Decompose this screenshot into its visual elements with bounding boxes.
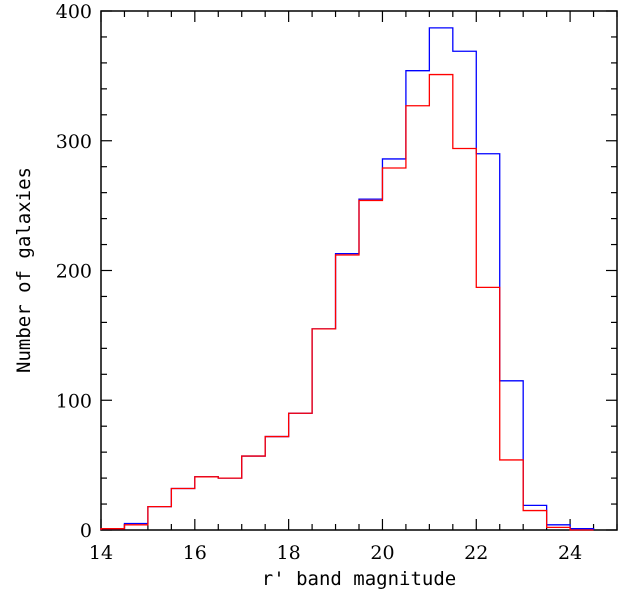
plot-frame xyxy=(100,10,618,531)
y-tick-label: 200 xyxy=(56,261,92,283)
x-tick-label: 18 xyxy=(277,542,301,564)
x-tick-label: 16 xyxy=(183,542,207,564)
x-tick-label: 22 xyxy=(464,542,488,564)
axis-ticks xyxy=(100,10,618,531)
histogram-series xyxy=(100,27,595,531)
histogram-series-1 xyxy=(100,27,595,530)
y-tick-label: 400 xyxy=(56,1,92,23)
y-axis-label: Number of galaxies xyxy=(13,167,35,373)
x-tick-label: 24 xyxy=(558,542,582,564)
x-axis-label: r' band magnitude xyxy=(262,568,456,590)
y-tick-label: 0 xyxy=(80,520,92,542)
x-tick-label: 20 xyxy=(370,542,394,564)
axis-tick-labels: 14 16 18 20 22 24 0 100 200 300 400 xyxy=(56,1,582,564)
x-tick-label: 14 xyxy=(89,542,113,564)
y-tick-label: 100 xyxy=(56,390,92,412)
y-tick-label: 300 xyxy=(56,131,92,153)
histogram-series-2 xyxy=(100,73,594,531)
